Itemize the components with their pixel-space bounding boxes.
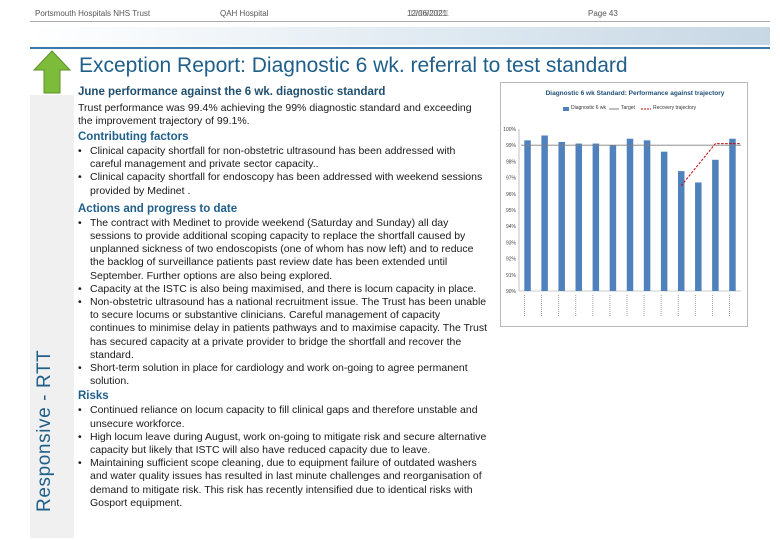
chart-bar <box>592 143 600 291</box>
chart-bar <box>575 143 583 291</box>
list-item: Clinical capacity shortfall for non-obst… <box>78 145 488 171</box>
trajectory-line <box>680 143 741 187</box>
chart-bar <box>558 141 565 291</box>
contributing-list: Clinical capacity shortfall for non-obst… <box>78 145 488 198</box>
list-item: Non-obstetric ultrasound has a national … <box>78 296 488 362</box>
chart-bar <box>729 138 736 291</box>
y-tick-label: 90% <box>506 289 517 295</box>
y-tick-label: 93% <box>506 240 517 246</box>
chart-bar <box>660 151 668 291</box>
header-date: 12/06/2021 <box>407 9 448 18</box>
header-hospital: QAH Hospital <box>220 9 269 18</box>
y-tick-label: 95% <box>506 208 517 214</box>
y-tick-label: 92% <box>506 257 517 263</box>
chart-bar <box>626 138 634 291</box>
list-item: Capacity at the ISTC is also being maxim… <box>78 283 488 296</box>
chart-legend-swatches <box>563 107 651 111</box>
chart-bar <box>609 145 617 291</box>
header-page: Page 43 <box>588 9 618 18</box>
list-item: Continued reliance on locum capacity to … <box>78 404 488 430</box>
y-tick-label: 100% <box>503 127 516 133</box>
list-item: Short-term solution in place for cardiol… <box>78 362 488 388</box>
y-tick-label: 96% <box>506 192 517 198</box>
y-tick-label: 98% <box>506 159 517 165</box>
list-item: Maintaining sufficient scope cleaning, d… <box>78 457 488 510</box>
header-divider <box>30 21 770 22</box>
legend-target: Target <box>621 105 635 111</box>
june-text: Trust performance was 99.4% achieving th… <box>78 102 472 127</box>
june-heading: June performance against the 6 wk. diagn… <box>78 86 386 98</box>
chart-plot: 100% 99% 98% 97% 96% 95% 94% 93% 92% 91% 90% <box>503 127 741 317</box>
header-date-overlap: 12/08/2021 <box>409 9 450 18</box>
legend-swatch-bars <box>563 107 569 111</box>
up-arrow-icon <box>33 50 71 94</box>
y-tick-label: 91% <box>506 273 517 279</box>
chart-bar <box>524 140 531 291</box>
actions-list: The contract with Medinet to provide wee… <box>78 217 488 389</box>
chart-bar <box>712 159 719 291</box>
chart-bar <box>695 182 702 291</box>
report-text: June performance against the 6 wk. diagn… <box>78 86 488 512</box>
page-title: Exception Report: Diagnostic 6 wk. refer… <box>79 54 628 77</box>
chart-bar <box>541 135 548 291</box>
trajectory-chart: Diagnostic 6 wk Standard: Performance ag… <box>500 82 748 327</box>
title-rule <box>30 47 770 49</box>
list-item: High locum leave during August, work on-… <box>78 431 488 457</box>
y-tick-label: 94% <box>506 224 517 230</box>
y-tick-label: 97% <box>506 176 517 182</box>
actions-heading: Actions and progress to date <box>78 202 238 215</box>
list-item: Clinical capacity shortfall for endoscop… <box>78 171 488 197</box>
chart-title: Diagnostic 6 wk Standard: Performance ag… <box>545 90 725 97</box>
header-gradient-band <box>30 27 770 45</box>
legend-trajectory: Recovery trajectory <box>653 105 697 111</box>
list-item: The contract with Medinet to provide wee… <box>78 217 488 283</box>
side-band <box>30 95 74 538</box>
y-tick-label: 99% <box>506 143 517 149</box>
chart-bar <box>643 140 651 291</box>
header-trust: Portsmouth Hospitals NHS Trust <box>35 9 151 18</box>
chart-bar <box>677 171 685 291</box>
contributing-heading: Contributing factors <box>78 131 189 143</box>
side-label: Responsive - RTT <box>34 349 55 512</box>
risks-heading: Risks <box>78 390 109 403</box>
legend-bars: Diagnostic 6 wk <box>571 105 607 111</box>
risks-list: Continued reliance on locum capacity to … <box>78 404 488 510</box>
